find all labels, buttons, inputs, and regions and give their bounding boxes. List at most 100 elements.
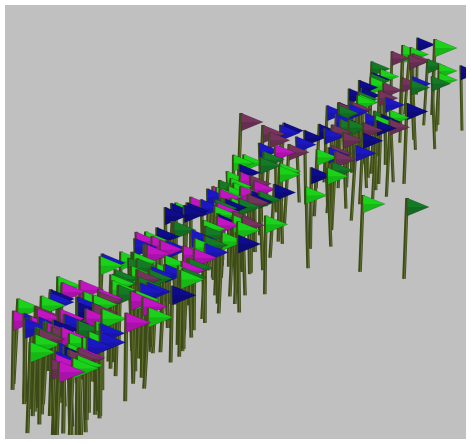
flag-shade [134, 247, 158, 257]
flag-icon [408, 54, 428, 70]
flag-shade [460, 72, 466, 81]
flag-shade [289, 152, 310, 161]
flag-shade [411, 87, 430, 95]
flag-icon [240, 112, 264, 132]
flag-shade [385, 104, 405, 113]
flag-icon [180, 269, 206, 290]
flag-marker [142, 307, 174, 389]
flag-shade [280, 132, 301, 141]
flag-icon [275, 143, 297, 162]
flag-shade [265, 224, 288, 234]
flag-pole-highlight [144, 307, 151, 389]
flag-marker [54, 361, 86, 436]
flag-shade [201, 208, 223, 217]
flag-icon [434, 38, 458, 58]
flag-icon [265, 215, 289, 234]
flag-shade [30, 352, 56, 363]
flag-icon [194, 248, 219, 268]
flag-marker [168, 285, 197, 363]
flag-shade [327, 176, 349, 185]
flag-icon [355, 144, 377, 162]
flag-shade [407, 111, 428, 121]
flag-icon [165, 206, 188, 226]
flag-marker [123, 312, 152, 402]
flag-marker [422, 58, 447, 126]
flag-marker [308, 166, 333, 249]
flag-icon [317, 148, 339, 167]
flag-icon [362, 132, 384, 150]
flag-icon [41, 295, 67, 316]
flag-shade [317, 157, 338, 166]
flag-shade [390, 127, 410, 136]
flag-shade [241, 122, 263, 131]
flag-icon [427, 58, 447, 74]
flag-shade [172, 295, 196, 305]
flag-pole-highlight [372, 120, 378, 200]
3d-viewport[interactable] [5, 5, 466, 439]
flag-marker [459, 64, 466, 131]
flag-pole-highlight [351, 145, 358, 221]
flag-marker [430, 75, 452, 150]
flag-shade [363, 204, 385, 213]
flag-shade [311, 175, 333, 185]
flag-icon [324, 127, 346, 145]
flag-shade [181, 279, 205, 289]
flag-shade [59, 371, 86, 383]
flag-marker [304, 186, 329, 269]
flag-shade [407, 207, 429, 216]
flag-pole-highlight [399, 77, 404, 143]
flag-icon [201, 198, 224, 218]
flag-icon [339, 105, 360, 122]
flag-pole-highlight [423, 58, 429, 126]
flag-icon [147, 244, 172, 264]
flag-shade [237, 230, 260, 240]
flag-icon [391, 50, 411, 67]
flag-pole-highlight [359, 132, 365, 205]
flag-icon [383, 82, 403, 99]
flag-shade [356, 153, 377, 162]
flag-shade [194, 257, 218, 268]
flag-icon [184, 204, 207, 224]
flag-shade [379, 98, 398, 106]
flag-shade [100, 342, 126, 353]
flag-shade [363, 140, 383, 149]
flag-icon [385, 96, 406, 114]
flag-icon [305, 186, 329, 205]
flag-shade [432, 83, 451, 92]
flag-icon [100, 255, 125, 276]
flag-icon [417, 37, 436, 53]
flag-shade [126, 322, 151, 333]
flag-shade [238, 244, 261, 254]
flag-shade [306, 195, 328, 204]
flag-marker [236, 234, 262, 313]
flag-icon [269, 131, 291, 149]
flag-icon [125, 312, 152, 333]
flag-shade [274, 192, 296, 202]
flag-pole-highlight [386, 119, 392, 197]
flag-marker [384, 118, 411, 197]
flag-icon [222, 231, 246, 251]
flag-shade [363, 130, 383, 139]
flag-shade [260, 165, 281, 174]
flag-shade [383, 90, 403, 98]
flag-shade [165, 216, 187, 225]
flag-icon [406, 197, 430, 217]
flag-icon [362, 194, 386, 214]
flag-icon [274, 183, 297, 202]
flag-icon [260, 156, 282, 175]
flag-icon [460, 64, 466, 81]
flag-icon [406, 102, 429, 121]
flag-icon [279, 165, 302, 184]
flag-icon [431, 75, 452, 92]
flag-shade [217, 225, 240, 235]
flag-marker [282, 143, 310, 225]
flag-shade [343, 140, 364, 149]
flag-shade [279, 174, 301, 183]
flag-marker [402, 102, 429, 184]
flag-field [10, 37, 466, 436]
flag-shade [102, 318, 127, 329]
flag-icon [148, 307, 174, 328]
flag-marker [358, 194, 386, 272]
flag-icon [237, 220, 261, 240]
